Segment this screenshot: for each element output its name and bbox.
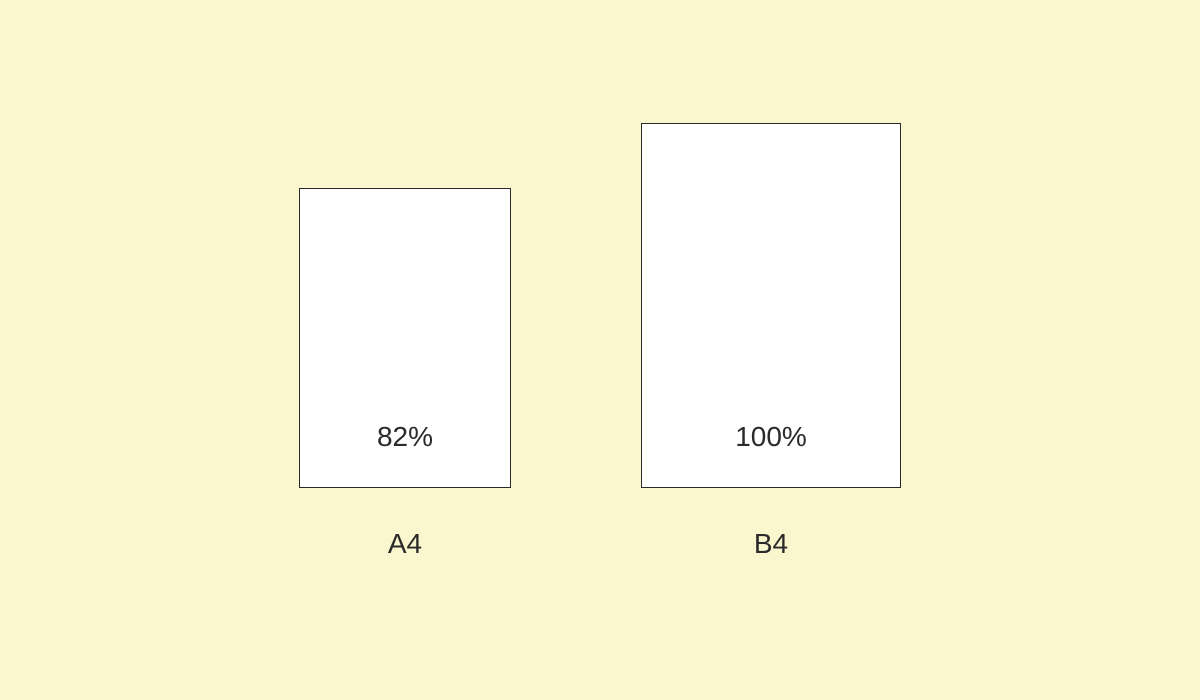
paper-label-b4: B4 bbox=[754, 528, 788, 560]
paper-box-b4: 100% bbox=[641, 123, 901, 488]
paper-box-a4: 82% bbox=[299, 188, 511, 488]
paper-percentage-b4: 100% bbox=[735, 421, 807, 453]
paper-label-a4: A4 bbox=[388, 528, 422, 560]
paper-group-a4: 82% A4 bbox=[299, 188, 511, 560]
diagram-canvas: 82% A4 100% B4 bbox=[0, 0, 1200, 700]
paper-percentage-a4: 82% bbox=[377, 421, 433, 453]
paper-group-b4: 100% B4 bbox=[641, 123, 901, 560]
